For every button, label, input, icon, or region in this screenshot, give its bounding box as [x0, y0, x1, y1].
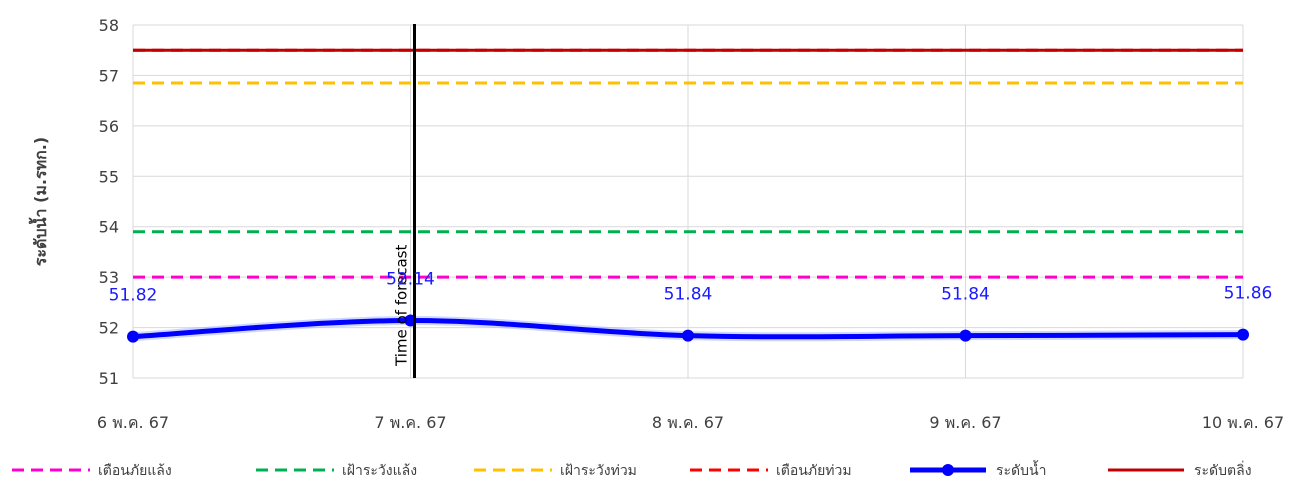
legend-label: ระดับตลิ่ง — [1194, 461, 1252, 479]
legend-label: เตือนภัยท่วม — [776, 463, 852, 479]
series-marker — [127, 330, 139, 343]
x-tick-label: 10 พ.ค. 67 — [1202, 413, 1284, 432]
y-tick-label: 57 — [99, 66, 119, 85]
y-tick-label: 51 — [99, 369, 119, 388]
y-axis-title: ระดับน้ำ (ม.รทก.) — [28, 137, 50, 266]
series-marker — [682, 329, 694, 342]
axis-layer: 51 52 53 54 55 56 57 58 6 พ.ค. 67 7 พ.ค. 67 8 พ.ค.… — [28, 16, 1284, 432]
data-label: 52.14 — [386, 270, 435, 290]
y-tick-label: 53 — [99, 268, 119, 287]
threshold-layer — [133, 48, 1243, 279]
legend-item: เฝ้าระวังท่วม — [474, 463, 637, 479]
legend-item: เตือนภัยท่วม — [690, 463, 852, 479]
y-tick-label: 52 — [99, 319, 119, 338]
series-marker — [959, 329, 972, 342]
x-tick-label: 8 พ.ค. 67 — [652, 413, 724, 432]
y-tick-label: 54 — [99, 218, 119, 237]
legend-item: ระดับตลิ่ง — [1108, 461, 1252, 479]
legend-label: ระดับน้ำ — [996, 460, 1046, 479]
data-label: 51.84 — [664, 285, 713, 305]
y-tick-label: 58 — [99, 16, 119, 35]
data-label: 51.86 — [1224, 284, 1273, 304]
series-marker — [1237, 328, 1249, 341]
x-tick-label: 6 พ.ค. 67 — [97, 413, 169, 432]
legend-label: เฝ้าระวังแล้ง — [342, 463, 417, 479]
y-tick-label: 56 — [99, 117, 119, 136]
label-layer: 51.82 52.14 51.84 51.84 51.86 — [109, 270, 1273, 306]
y-tick-label: 55 — [99, 167, 119, 186]
legend-layer: เตือนภัยแล้ง เฝ้าระวังแล้ง เฝ้าระวังท่วม เต… — [12, 460, 1252, 479]
legend-item: เตือนภัยแล้ง — [12, 463, 172, 479]
legend-item: ระดับน้ำ — [910, 460, 1046, 479]
forecast-layer: Time of forecast — [393, 24, 416, 378]
legend-label: เตือนภัยแล้ง — [98, 463, 172, 479]
data-label: 51.84 — [941, 285, 990, 305]
legend-marker — [942, 464, 954, 476]
data-label: 51.82 — [109, 286, 158, 306]
x-tick-label: 9 พ.ค. 67 — [929, 413, 1001, 432]
forecast-label: Time of forecast — [393, 245, 411, 367]
legend-item: เฝ้าระวังแล้ง — [256, 463, 417, 479]
legend-label: เฝ้าระวังท่วม — [560, 463, 637, 479]
x-tick-label: 7 พ.ค. 67 — [374, 413, 446, 432]
series-layer — [127, 314, 1249, 343]
